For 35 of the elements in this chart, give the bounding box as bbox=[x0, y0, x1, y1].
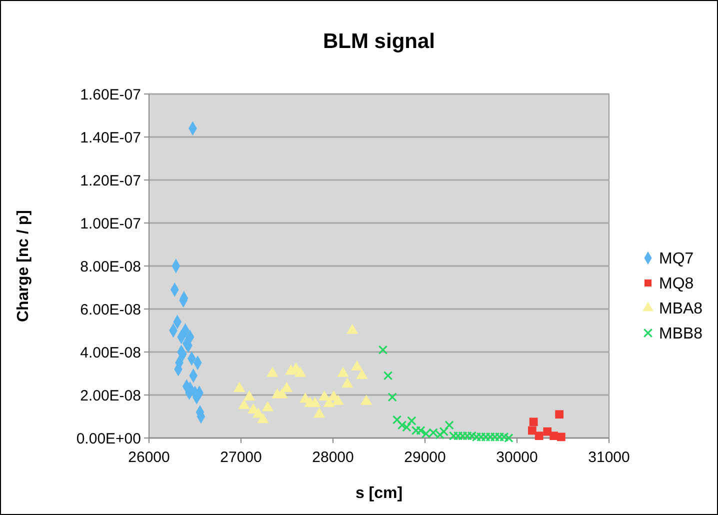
y-axis-title: Charge [nc / p] bbox=[15, 210, 32, 322]
legend-label: MBA8 bbox=[659, 300, 703, 318]
legend-label: MBB8 bbox=[659, 326, 703, 343]
point bbox=[534, 432, 544, 440]
point bbox=[444, 420, 454, 430]
point bbox=[397, 420, 407, 430]
x-tick-label: 30000 bbox=[496, 449, 538, 466]
y-tick-label: 8.00E-08 bbox=[80, 258, 141, 276]
x-tick-label: 28000 bbox=[312, 449, 354, 466]
point bbox=[556, 432, 566, 442]
legend-label: MQ7 bbox=[659, 250, 694, 268]
y-tick-label: 1.20E-07 bbox=[80, 172, 141, 190]
point bbox=[528, 426, 536, 435]
point bbox=[555, 410, 564, 419]
point bbox=[378, 345, 388, 354]
y-tick-label: 1.40E-07 bbox=[80, 129, 141, 146]
x-tick-label: 26000 bbox=[128, 449, 170, 466]
y-tick-label: 4.00E-08 bbox=[80, 344, 141, 362]
y-tick-label: 6.00E-08 bbox=[80, 301, 141, 318]
point bbox=[392, 415, 402, 424]
y-tick-label: 2.00E-08 bbox=[80, 387, 141, 404]
y-tick-label: 1.60E-07 bbox=[80, 86, 141, 104]
point bbox=[383, 371, 393, 380]
y-tick-label: 1.00E-07 bbox=[80, 215, 141, 232]
x-tick-label: 29000 bbox=[404, 449, 446, 466]
point bbox=[402, 422, 412, 432]
point bbox=[388, 392, 397, 402]
x-axis-title: s [cm] bbox=[355, 485, 403, 502]
chart-title: BLM signal bbox=[322, 30, 436, 53]
legend-label: MQ8 bbox=[659, 276, 694, 293]
x-tick-label: 27000 bbox=[220, 449, 262, 466]
y-tick-label: 0.00E+00 bbox=[76, 430, 141, 448]
x-tick-label: 31000 bbox=[588, 449, 630, 466]
point bbox=[529, 418, 538, 426]
point bbox=[407, 416, 416, 426]
